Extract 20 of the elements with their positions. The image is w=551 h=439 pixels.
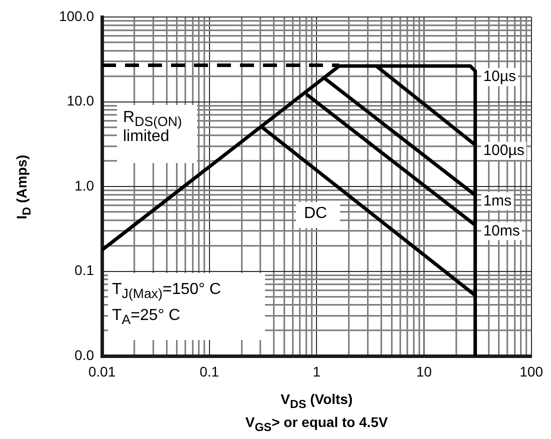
x-tick-label: 10 (416, 363, 432, 380)
y-tick-label: 0.0 (74, 346, 94, 363)
annotation: T$_{J(Max)}$=150° C (112, 281, 221, 302)
y-tick-label: 100.0 (58, 8, 94, 24)
annotation: R$_{DS(ON)}$ limited (123, 109, 183, 146)
annotation: T$_{A}$=25° C (112, 307, 180, 328)
x-tick-label: 0.01 (88, 363, 116, 380)
x-tick-label: 100 (520, 363, 544, 380)
y-tick-label: 1.0 (74, 177, 94, 194)
x-axis-title: V$_{DS}$ (Volts) (280, 391, 353, 412)
series-label: 1ms (483, 192, 512, 210)
x-tick-label: 0.1 (200, 363, 220, 380)
series-label: 10µs (483, 68, 516, 86)
annotation: DC (304, 205, 328, 223)
series-label: 10ms (483, 222, 520, 240)
y-tick-label: 10.0 (66, 92, 94, 109)
series-label: 100µs (483, 142, 524, 159)
text: V$_{GS}$> or equal to 4.5V (245, 414, 388, 434)
y-tick-label: 0.1 (74, 262, 94, 278)
x-tick-label: 1 (312, 363, 321, 380)
